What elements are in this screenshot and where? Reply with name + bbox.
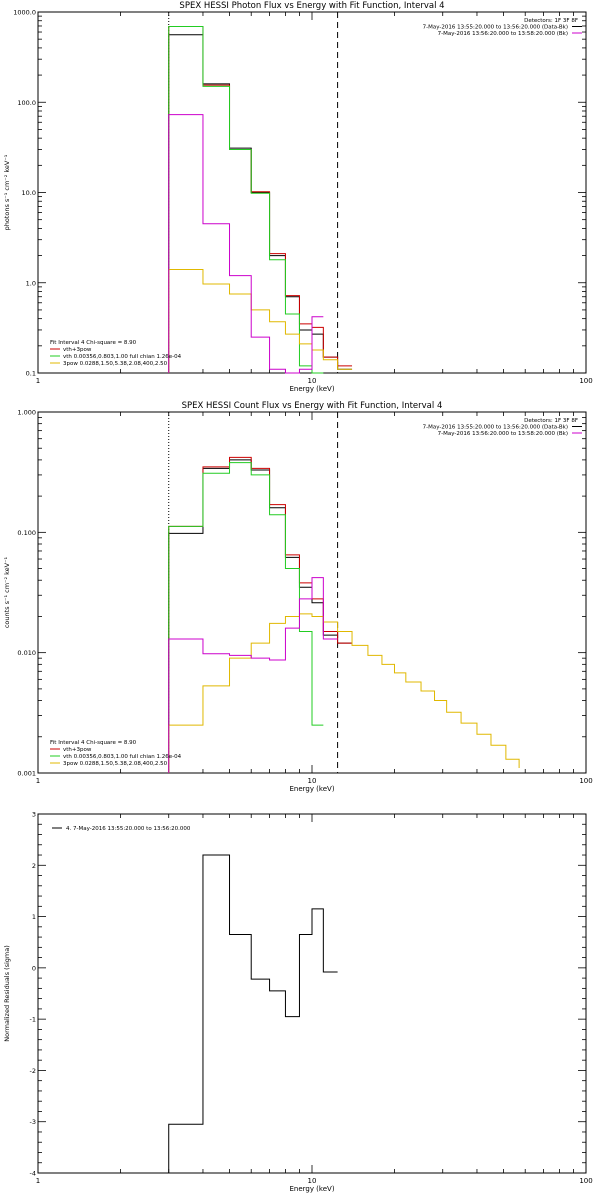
info-line: 7-May-2016 13:56:20.000 to 13:58:20.000 … [438,31,568,37]
y-tick-label: 1 [32,913,36,921]
y-tick-label: 1000.0 [13,9,36,17]
y-axis-label: counts s⁻¹ cm⁻² keV⁻¹ [3,556,11,628]
y-tick-label: -3 [30,1118,36,1126]
y-tick-label: -4 [30,1170,36,1178]
series-magenta-4 [168,114,324,374]
legend-label: vth 0.00356,0.803,1.00 full chian 1.26e-… [63,354,182,360]
info-line: 7-May-2016 13:56:20.000 to 13:58:20.000 … [438,431,568,437]
series-black-0 [168,459,353,773]
x-tick-label: 100 [579,1177,592,1185]
x-tick-label: 1 [36,1177,40,1185]
series-black-0 [168,34,353,373]
x-axis-label: Energy (keV) [289,1185,334,1193]
legend-label: 4. 7-May-2016 13:55:20.000 to 13:56:20.0… [66,826,191,832]
legend-header: Fit Interval 4 Chi-square = 8.90 [50,740,137,746]
residuals-panel: 1 10 100 Energy (keV) -4 -3 -2 -1 0 1 2 3 Normalized… [3,811,593,1194]
info-line: 7-May-2016 13:55:20.000 to 13:56:20.000 … [423,25,568,31]
y-tick-label: 2 [32,862,36,870]
series-green-2 [168,462,324,773]
info-line: Detectors: 1F 3F 8F [524,18,578,24]
y-tick-label: 0 [32,964,36,972]
photon-flux-panel: SPEX HESSI Photon Flux vs Energy with Fi… [3,1,593,393]
x-tick-label: 1 [36,777,40,785]
x-tick-label: 10 [308,777,317,785]
x-tick-label: 10 [308,1177,317,1185]
y-tick-label: 0.100 [17,529,36,537]
y-axis-label: Normalized Residuals (sigma) [3,945,11,1042]
y-tick-label: 1.0 [26,279,36,287]
legend-header: Fit Interval 4 Chi-square = 8.90 [50,340,137,346]
legend-label: vth 0.00356,0.803,1.00 full chian 1.26e-… [63,754,182,760]
y-tick-label: 10.0 [22,189,36,197]
series-green-2 [168,26,324,374]
series-magenta-4 [168,577,338,773]
x-tick-label: 100 [579,777,592,785]
legend-label: 3pow 0.0288,1.50,5.38,2.08,400,2.50 [63,761,168,767]
x-tick-label: 1 [36,377,40,385]
info-line: Detectors: 1F 3F 8F [524,418,578,424]
series-black-0 [168,854,338,1173]
y-axis-label: photons s⁻¹ cm⁻² keV⁻¹ [3,154,11,230]
legend-label: vth+3pow [63,747,92,753]
x-tick-label: 10 [308,377,317,385]
series-yellow-3 [168,269,353,373]
series-red-1 [168,456,353,773]
legend-label: vth+3pow [63,347,92,353]
plot-frame [37,813,587,1174]
x-axis-label: Energy (keV) [289,785,334,793]
info-line: 7-May-2016 13:55:20.000 to 13:56:20.000 … [423,425,568,431]
series-yellow-3 [168,613,520,773]
y-tick-label: 100.0 [17,99,36,107]
y-tick-label: 1.000 [17,409,36,417]
y-tick-label: -1 [30,1016,36,1024]
y-tick-label: -2 [30,1067,36,1075]
chart-title: SPEX HESSI Photon Flux vs Energy with Fi… [179,1,444,11]
chart-title: SPEX HESSI Count Flux vs Energy with Fit… [182,401,443,411]
y-tick-label: 0.010 [17,649,36,657]
y-tick-label: 0.1 [26,370,36,378]
x-tick-label: 100 [579,377,592,385]
y-tick-label: 0.001 [17,770,36,778]
count-flux-panel: SPEX HESSI Count Flux vs Energy with Fit… [3,401,593,793]
series-red-1 [168,26,353,373]
legend-label: 3pow 0.0288,1.50,5.38,2.08,400,2.50 [63,361,168,367]
x-axis-label: Energy (keV) [289,385,334,393]
y-tick-label: 3 [32,811,36,819]
